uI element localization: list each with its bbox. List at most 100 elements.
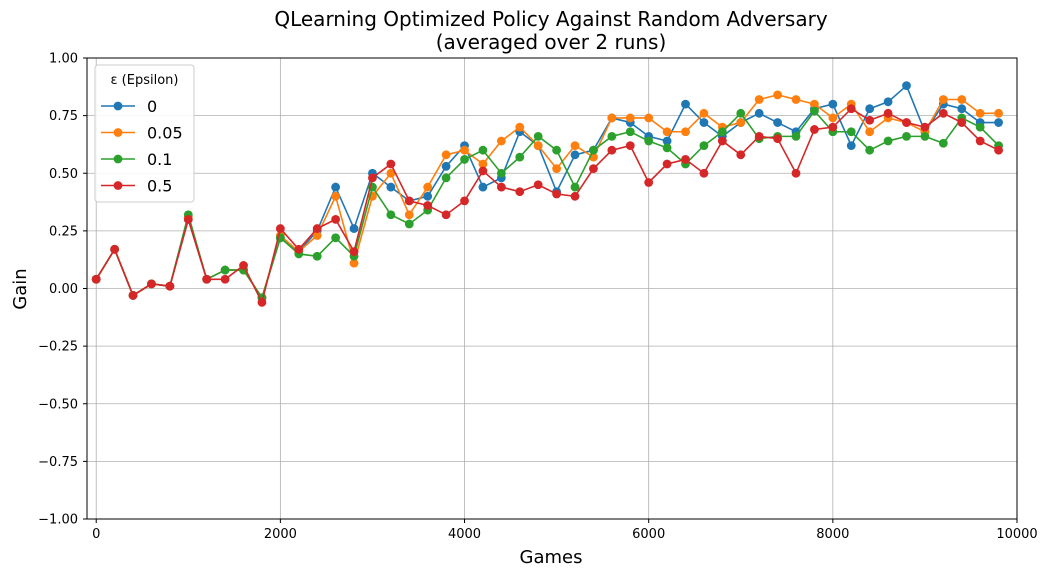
x-tick-label: 4000 [448,527,481,542]
data-point [441,150,451,160]
data-point [533,180,543,190]
data-point [220,265,230,275]
legend-box [94,64,195,203]
data-point [810,125,819,134]
data-point [846,127,856,137]
data-point [883,108,893,118]
legend-label: 0.1 [147,150,172,169]
data-point [441,173,451,183]
data-point [902,131,911,141]
data-point [496,168,506,178]
data-point [331,214,341,224]
data-point [846,141,856,150]
data-point [202,274,212,284]
data-point [662,159,672,169]
data-point [994,145,1003,155]
data-point [257,297,267,307]
data-point [496,136,506,146]
data-point [625,141,635,150]
data-point [957,104,967,114]
x-tick-label: 10000 [996,527,1037,542]
data-point [644,178,654,187]
data-point [128,291,138,300]
data-point [515,187,525,197]
data-point [902,118,911,127]
data-point [570,141,580,150]
data-point [386,159,396,169]
data-point [607,113,617,123]
y-tick-label: 1.00 [49,52,78,67]
data-point [699,118,709,127]
data-point [791,168,801,178]
y-tick-label: −0.25 [38,340,78,355]
data-point [147,279,156,289]
data-point [883,136,893,146]
data-point [994,118,1003,127]
data-point [570,191,580,201]
data-point [331,191,341,201]
data-point [920,122,930,132]
data-point [883,97,893,107]
data-point [441,161,451,171]
data-point [533,131,543,141]
data-point [810,106,819,116]
legend-marker [113,154,123,164]
data-point [828,113,838,123]
data-point [662,127,672,137]
data-point [828,122,838,132]
y-tick-label: 0.25 [49,224,78,239]
data-point [791,95,801,104]
data-point [275,224,285,233]
series-group [91,81,1003,307]
data-point [478,182,488,192]
y-tick-label: −0.75 [38,455,78,470]
data-point [975,136,985,146]
data-point [736,150,746,160]
data-point [975,122,985,132]
data-point [423,182,433,192]
data-point [865,104,875,114]
data-point [386,168,396,178]
data-point [957,95,967,104]
data-point [773,134,782,144]
data-point [938,95,948,104]
data-point [460,155,469,164]
data-point [404,210,414,220]
data-point [681,155,690,164]
data-point [91,274,101,284]
data-point [496,182,506,192]
y-tick-label: 0.75 [49,109,78,124]
data-point [589,164,598,174]
data-point [865,127,875,137]
data-point [681,127,690,137]
legend-label: 0.05 [147,124,183,143]
data-point [846,104,856,114]
data-point [349,247,359,257]
data-point [515,152,525,162]
y-tick-label: 0.00 [49,282,78,297]
data-point [552,189,562,199]
data-point [902,81,911,91]
data-point [533,141,543,150]
data-point [349,224,359,233]
data-point [994,108,1003,118]
y-tick-label: −0.50 [38,397,78,412]
data-point [662,143,672,153]
data-point [552,164,562,174]
legend-marker [113,128,123,137]
tick-group: 0 2000 4000 6000 8000 10000 −1.00 −0.75 −0.50 −0.… [38,52,1038,543]
y-axis-label: Gain [10,268,31,309]
y-tick-label: 0.50 [49,167,78,182]
data-point [938,138,948,148]
data-point [865,115,875,125]
data-point [681,99,690,109]
data-point [515,122,525,132]
data-point [699,141,709,150]
data-point [386,182,396,192]
data-point [736,108,746,118]
data-point [404,219,414,229]
data-point [404,196,414,206]
data-point [607,145,617,155]
data-point [754,108,764,118]
